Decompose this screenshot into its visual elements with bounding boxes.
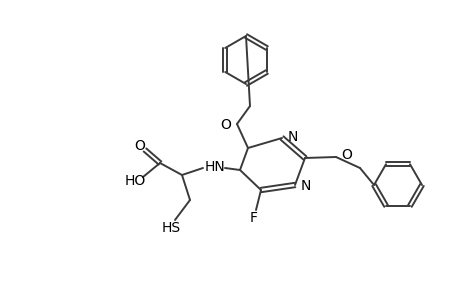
Text: HN: HN bbox=[204, 160, 225, 174]
Text: O: O bbox=[134, 139, 145, 153]
Text: F: F bbox=[249, 211, 257, 225]
Text: O: O bbox=[340, 148, 351, 162]
Text: HS: HS bbox=[161, 221, 180, 235]
Text: N: N bbox=[300, 179, 311, 193]
Text: O: O bbox=[220, 118, 230, 132]
Text: N: N bbox=[287, 130, 298, 144]
Text: HO: HO bbox=[124, 174, 146, 188]
